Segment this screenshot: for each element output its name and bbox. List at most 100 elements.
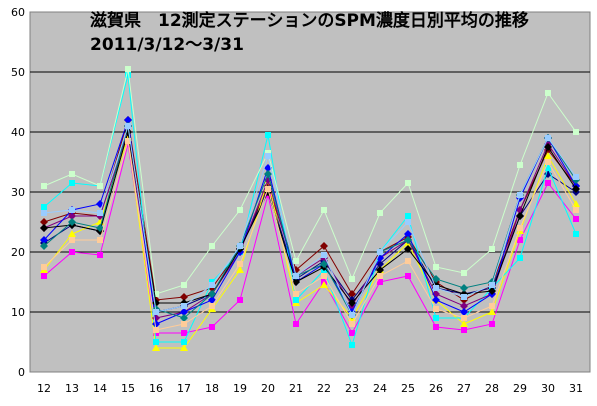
data-point [97, 210, 103, 216]
x-tick-label: 24 [373, 382, 387, 395]
data-point [125, 123, 131, 129]
data-point [181, 330, 187, 336]
x-tick-label: 26 [429, 382, 443, 395]
y-tick-label: 20 [11, 246, 25, 259]
x-tick-label: 16 [149, 382, 163, 395]
x-axis-ticks: 12 13 14 15 16 17 18 19 20 21 22 23 24 25 26 27 28 29 30 31 [37, 382, 583, 395]
data-point [517, 225, 523, 231]
data-point [209, 324, 215, 330]
x-tick-label: 15 [121, 382, 135, 395]
x-tick-label: 12 [37, 382, 51, 395]
x-tick-label: 27 [457, 382, 471, 395]
data-point [321, 273, 327, 279]
data-point [405, 273, 411, 279]
x-tick-label: 25 [401, 382, 415, 395]
data-point [489, 282, 495, 288]
data-point [489, 321, 495, 327]
data-point [152, 344, 160, 351]
data-point [153, 327, 159, 333]
data-point [237, 261, 243, 267]
data-point [461, 327, 467, 333]
data-point [97, 237, 103, 243]
data-point [237, 207, 243, 213]
data-point [180, 314, 188, 322]
data-point [461, 315, 467, 321]
x-tick-label: 18 [205, 382, 219, 395]
data-point [125, 66, 131, 72]
data-point [208, 290, 216, 298]
data-point [97, 183, 103, 189]
series-line [43, 140, 577, 331]
series-line [43, 125, 577, 317]
data-point [405, 219, 411, 225]
data-point [40, 224, 48, 232]
chart-subtitle: 2011/3/12～3/31 [90, 35, 244, 55]
y-tick-label: 0 [18, 366, 25, 379]
data-point [236, 266, 244, 273]
data-point [432, 296, 440, 304]
data-point [405, 258, 411, 264]
data-point [405, 213, 411, 219]
data-point [348, 299, 356, 307]
data-point [377, 249, 383, 255]
series-line [43, 68, 577, 295]
data-point [292, 278, 300, 286]
x-tick-label: 20 [261, 382, 275, 395]
data-point [320, 260, 328, 268]
data-point [349, 330, 355, 336]
x-tick-label: 13 [65, 382, 79, 395]
data-point [293, 321, 299, 327]
data-point [181, 321, 187, 327]
data-point [321, 252, 327, 258]
data-point [489, 246, 495, 252]
data-point [545, 90, 551, 96]
series-12 [41, 123, 579, 318]
data-point [293, 297, 299, 303]
data-point [516, 212, 524, 220]
gridlines [30, 71, 590, 313]
data-point [40, 242, 48, 250]
x-tick-label: 22 [317, 382, 331, 395]
x-tick-label: 23 [345, 382, 359, 395]
data-point [460, 320, 468, 327]
data-point [488, 287, 496, 295]
data-point [404, 230, 412, 238]
x-tick-label: 14 [93, 382, 107, 395]
data-point [573, 129, 579, 135]
data-point [433, 306, 439, 312]
data-point [573, 231, 579, 237]
data-point [573, 207, 579, 213]
data-point [237, 297, 243, 303]
data-point [545, 159, 551, 165]
x-tick-label: 28 [485, 382, 499, 395]
data-point [69, 207, 75, 213]
data-point [69, 171, 75, 177]
x-tick-label: 21 [289, 382, 303, 395]
data-point [41, 204, 47, 210]
data-point [264, 170, 272, 178]
data-point [41, 273, 47, 279]
data-point [96, 224, 104, 232]
data-point [293, 291, 299, 297]
data-point [433, 324, 439, 330]
data-point [377, 210, 383, 216]
x-tick-label: 29 [513, 382, 527, 395]
data-point [237, 243, 243, 249]
data-point [405, 180, 411, 186]
data-point [69, 237, 75, 243]
data-point [153, 339, 159, 345]
data-point [180, 293, 188, 301]
data-point [180, 344, 188, 351]
data-point [433, 285, 439, 291]
series-11 [41, 138, 579, 333]
data-point [321, 207, 327, 213]
data-point [69, 180, 75, 186]
data-point [376, 266, 384, 274]
series-9 [40, 128, 580, 307]
data-point [320, 242, 328, 250]
y-tick-label: 50 [11, 66, 25, 79]
data-point [460, 308, 468, 316]
x-tick-label: 17 [177, 382, 191, 395]
data-point [153, 291, 159, 297]
